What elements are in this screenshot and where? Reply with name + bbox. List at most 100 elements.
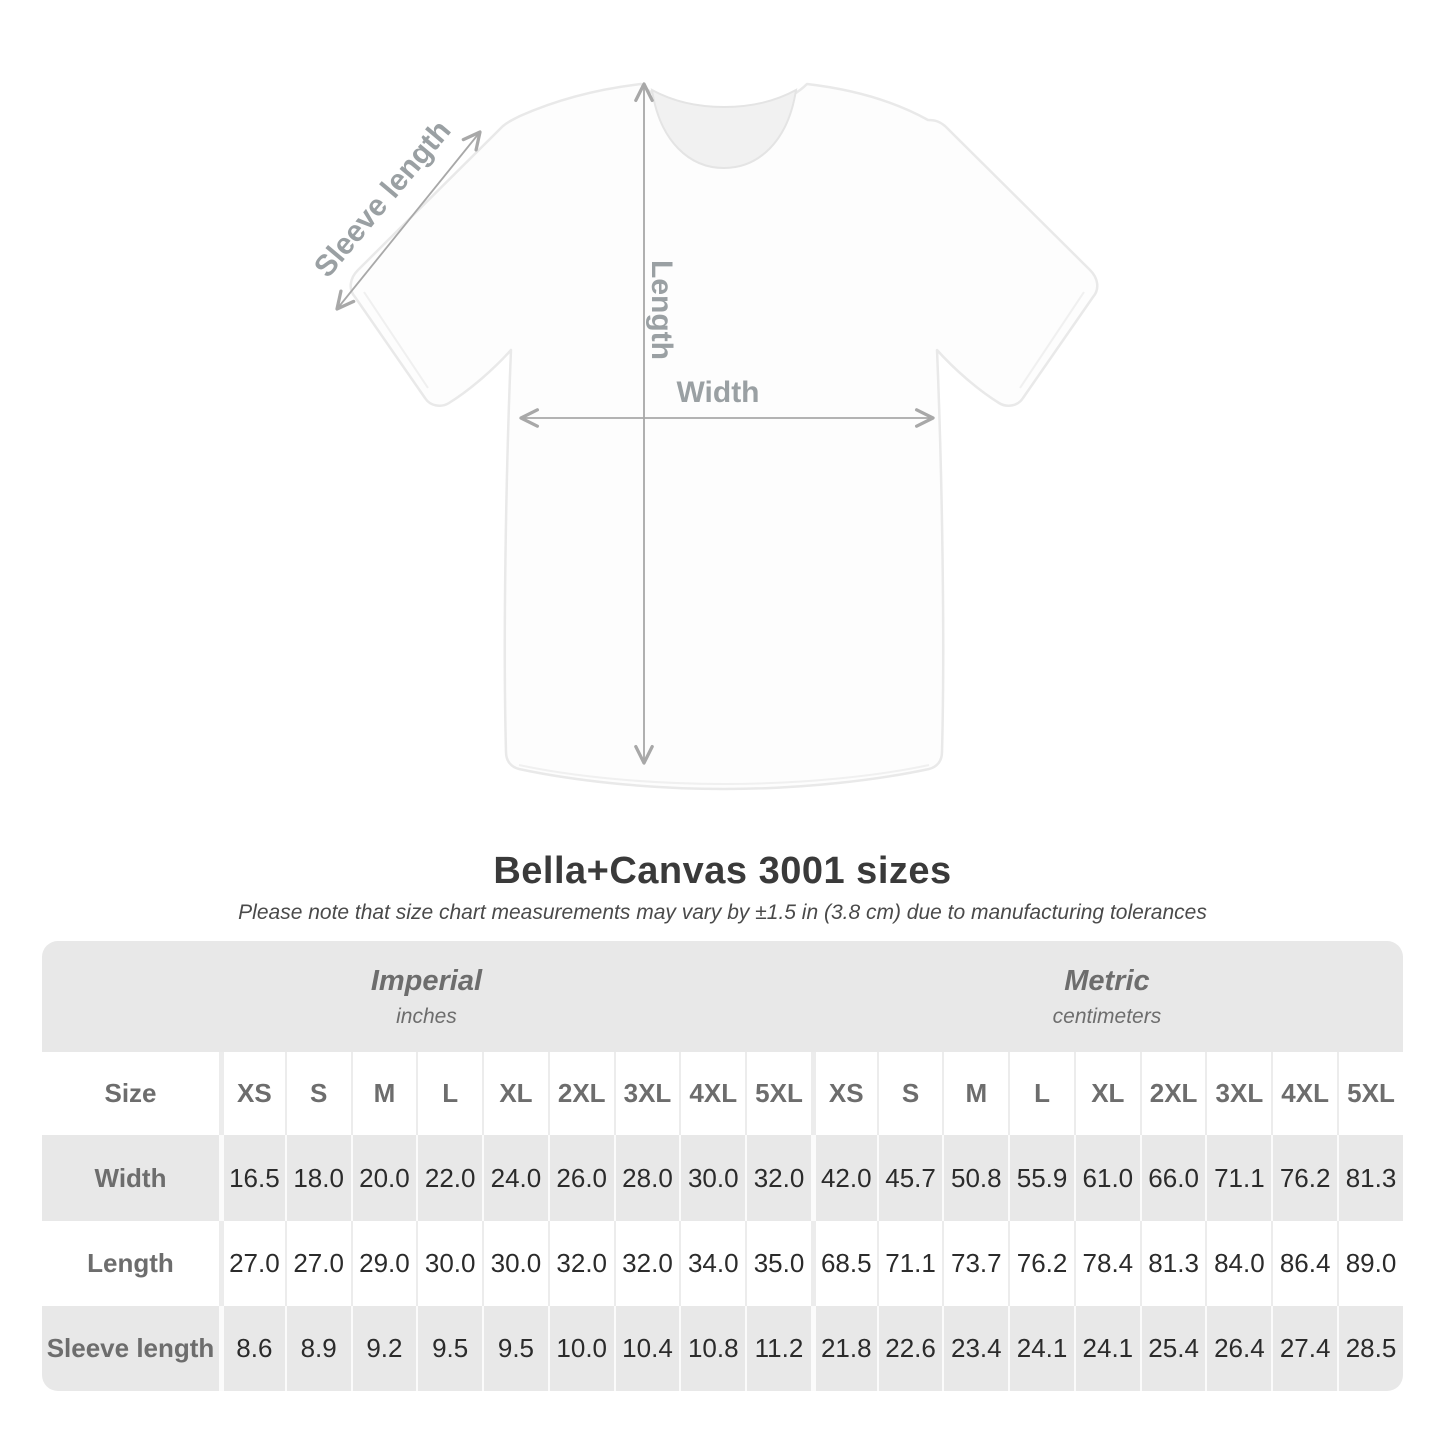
size-col-metric-2xl: 2XL: [1139, 1052, 1206, 1135]
hem-stitch-line: [518, 764, 930, 786]
size-col-imperial-4xl: 4XL: [679, 1052, 745, 1135]
tshirt-outline: [349, 82, 1099, 791]
width-imperial-m: 20.0: [350, 1135, 417, 1221]
imperial-label: Imperial: [370, 964, 483, 997]
size-col-imperial-5xl: 5XL: [745, 1052, 811, 1135]
width-imperial-l: 22.0: [416, 1135, 482, 1221]
size-table-container: Imperial inches Metric centimeters Size …: [42, 941, 1403, 1391]
collar-opening: [650, 88, 798, 170]
sleeve-metric-m: 23.4: [942, 1306, 1008, 1391]
length-imperial-2xl: 32.0: [547, 1221, 614, 1306]
right-cuff-line: [1019, 291, 1085, 389]
length-imperial-3xl: 32.0: [613, 1221, 680, 1306]
length-metric-5xl: 89.0: [1337, 1221, 1403, 1306]
length-imperial-m: 29.0: [350, 1221, 417, 1306]
width-metric-l: 55.9: [1008, 1135, 1074, 1221]
length-metric-3xl: 84.0: [1205, 1221, 1271, 1306]
length-imperial-xs: 27.0: [219, 1221, 285, 1306]
imperial-unit: inches: [396, 1004, 457, 1028]
length-imperial-s: 27.0: [284, 1221, 351, 1306]
size-col-imperial-s: S: [284, 1052, 351, 1135]
sleeve-imperial-5xl: 11.2: [745, 1306, 811, 1391]
size-header-row: Size XS S M L XL 2XL 3XL 4XL 5XL XS S M …: [42, 1052, 1403, 1135]
length-metric-l: 76.2: [1008, 1221, 1074, 1306]
sleeve-imperial-3xl: 10.4: [613, 1306, 680, 1391]
sleeve-metric-s: 22.6: [876, 1306, 943, 1391]
size-col-imperial-m: M: [350, 1052, 417, 1135]
width-metric-m: 50.8: [942, 1135, 1008, 1221]
width-imperial-xl: 24.0: [482, 1135, 548, 1221]
length-row: Length 27.0 27.0 29.0 30.0 30.0 32.0 32.…: [42, 1221, 1403, 1306]
length-metric-xl: 78.4: [1073, 1221, 1140, 1306]
size-col-metric-5xl: 5XL: [1337, 1052, 1403, 1135]
sleeve-metric-5xl: 28.5: [1337, 1306, 1403, 1391]
metric-unit: centimeters: [1052, 1004, 1162, 1028]
sleeve-imperial-xs: 8.6: [219, 1306, 285, 1391]
size-col-metric-l: L: [1008, 1052, 1074, 1135]
sleeve-metric-3xl: 26.4: [1205, 1306, 1271, 1391]
length-label: Length: [645, 260, 678, 360]
metric-label: Metric: [1064, 964, 1150, 997]
length-metric-4xl: 86.4: [1271, 1221, 1337, 1306]
unit-band-row: Imperial inches Metric centimeters: [42, 941, 1403, 1052]
length-row-label: Length: [87, 1248, 174, 1278]
width-metric-5xl: 81.3: [1337, 1135, 1403, 1221]
size-col-imperial-l: L: [416, 1052, 482, 1135]
sleeve-imperial-4xl: 10.8: [679, 1306, 745, 1391]
length-imperial-4xl: 34.0: [679, 1221, 745, 1306]
metric-band: Metric centimeters: [810, 941, 1403, 1052]
size-col-imperial-xs: XS: [219, 1052, 285, 1135]
width-row: Width 16.5 18.0 20.0 22.0 24.0 26.0 28.0…: [42, 1135, 1403, 1221]
size-col-metric-4xl: 4XL: [1271, 1052, 1337, 1135]
width-metric-3xl: 71.1: [1205, 1135, 1271, 1221]
sleeve-metric-4xl: 27.4: [1271, 1306, 1337, 1391]
width-imperial-s: 18.0: [284, 1135, 351, 1221]
size-table: Imperial inches Metric centimeters Size …: [42, 941, 1403, 1391]
sleeve-metric-l: 24.1: [1008, 1306, 1074, 1391]
length-metric-s: 71.1: [876, 1221, 943, 1306]
width-imperial-2xl: 26.0: [547, 1135, 614, 1221]
width-metric-xl: 61.0: [1073, 1135, 1140, 1221]
imperial-band: Imperial inches: [42, 941, 811, 1052]
sleeve-imperial-xl: 9.5: [482, 1306, 548, 1391]
width-imperial-3xl: 28.0: [613, 1135, 680, 1221]
width-row-label: Width: [94, 1162, 167, 1193]
size-col-metric-3xl: 3XL: [1205, 1052, 1271, 1135]
page-subtitle: Please note that size chart measurements…: [238, 901, 1207, 924]
sleeve-metric-xs: 21.8: [810, 1306, 877, 1391]
sleeve-imperial-m: 9.2: [350, 1306, 417, 1391]
size-col-metric-xl: XL: [1073, 1052, 1140, 1135]
size-col-imperial-xl: XL: [482, 1052, 548, 1135]
width-metric-2xl: 66.0: [1139, 1135, 1206, 1221]
size-col-metric-s: S: [876, 1052, 943, 1135]
width-metric-xs: 42.0: [810, 1135, 877, 1221]
length-metric-2xl: 81.3: [1139, 1221, 1206, 1306]
width-imperial-xs: 16.5: [219, 1135, 285, 1221]
measurement-arrows: [335, 82, 935, 765]
size-col-imperial-3xl: 3XL: [613, 1052, 680, 1135]
width-metric-4xl: 76.2: [1271, 1135, 1337, 1221]
sleeve-imperial-s: 8.9: [284, 1306, 351, 1391]
length-imperial-xl: 30.0: [482, 1221, 548, 1306]
sleeve-imperial-l: 9.5: [416, 1306, 482, 1391]
sleeve-imperial-2xl: 10.0: [547, 1306, 614, 1391]
sleeve-row-label: Sleeve length: [46, 1333, 215, 1363]
size-corner-label: Size: [104, 1078, 157, 1108]
length-imperial-5xl: 35.0: [745, 1221, 811, 1306]
sleeve-metric-xl: 24.1: [1073, 1306, 1140, 1391]
size-col-metric-m: M: [942, 1052, 1008, 1135]
tshirt-illustration: [349, 82, 1099, 791]
size-col-imperial-2xl: 2XL: [547, 1052, 614, 1135]
sleeve-length-arrow: [335, 130, 482, 311]
page-title: Bella+Canvas 3001 sizes: [493, 850, 952, 892]
tshirt-measurement-diagram: Sleeve length Length Width: [308, 82, 1099, 791]
sleeve-metric-2xl: 25.4: [1139, 1306, 1206, 1391]
size-col-metric-xs: XS: [810, 1052, 877, 1135]
width-label: Width: [676, 376, 759, 409]
width-metric-s: 45.7: [876, 1135, 943, 1221]
length-metric-xs: 68.5: [810, 1221, 877, 1306]
length-metric-m: 73.7: [942, 1221, 1008, 1306]
sleeve-length-row: Sleeve length 8.6 8.9 9.2 9.5 9.5 10.0 1…: [42, 1306, 1403, 1391]
length-imperial-l: 30.0: [416, 1221, 482, 1306]
